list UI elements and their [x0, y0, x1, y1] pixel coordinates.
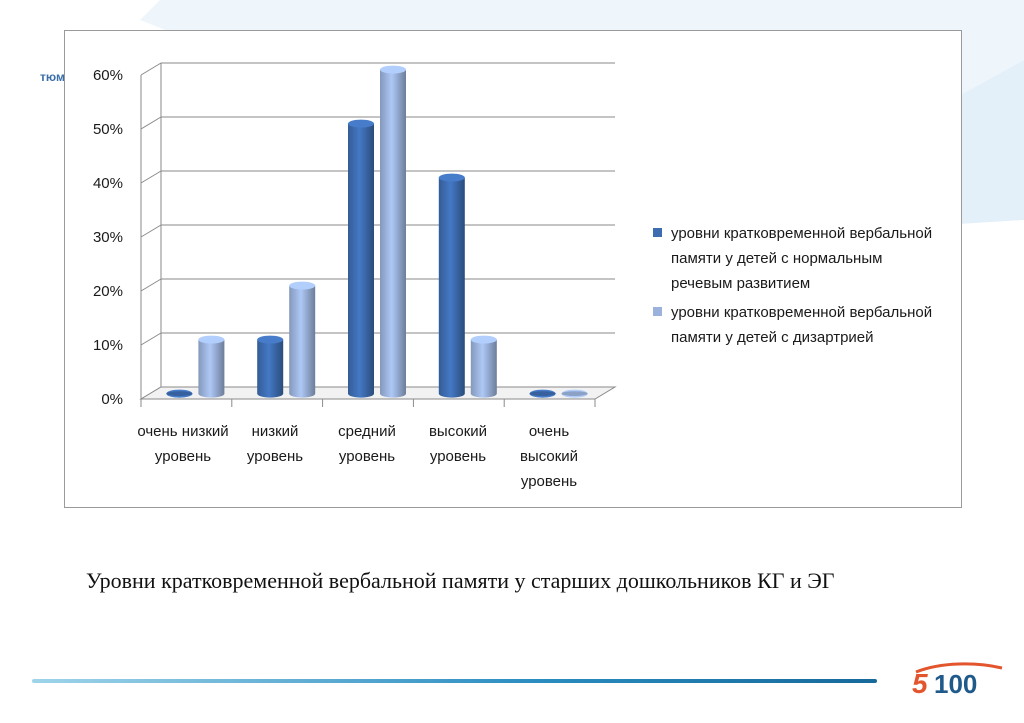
bar-1-0 — [257, 339, 284, 398]
gridline-depth — [140, 332, 162, 346]
gridline-depth — [140, 62, 162, 76]
bar-cap-3-0 — [438, 173, 465, 182]
category-label-4: очень высокий уровень — [519, 423, 579, 490]
bar-zero-4-0 — [529, 391, 556, 396]
category-label-3: высокий уровень — [428, 423, 488, 465]
bar-zero-0-0 — [166, 391, 193, 396]
y-tick-label: 10% — [93, 337, 123, 354]
bar-cap-1-0 — [257, 335, 284, 344]
bar-1-1 — [289, 285, 316, 398]
bar-3-0 — [438, 177, 465, 398]
bar-cap-0-1 — [198, 335, 225, 344]
bar-cap-2-0 — [348, 119, 374, 128]
gridline-depth — [140, 278, 162, 292]
header-text-fragment: тюм — [40, 70, 65, 84]
bar-cap-2-1 — [380, 65, 406, 74]
bar-2-0 — [348, 123, 374, 398]
bar-cap-1-1 — [289, 281, 316, 290]
y-tick-label: 20% — [93, 283, 123, 300]
bar-0-1 — [198, 339, 225, 398]
category-label-0: очень низкий уровень — [137, 423, 229, 465]
y-tick-label: 50% — [93, 121, 123, 138]
y-tick-label: 60% — [93, 67, 123, 84]
legend-item-normal: уровни кратковременной вербальной памяти… — [653, 221, 943, 296]
y-tick-label: 0% — [101, 391, 123, 408]
legend-label-dysarthria: уровни кратковременной вербальной памяти… — [671, 304, 933, 346]
logo-digit-5: 5 — [912, 668, 928, 698]
gridline-depth — [140, 116, 162, 130]
category-label-2: средний уровень — [338, 423, 396, 465]
legend-item-dysarthria: уровни кратковременной вербальной памяти… — [653, 300, 943, 350]
legend-label-normal: уровни кратковременной вербальной памяти… — [671, 225, 933, 292]
y-tick-label: 40% — [93, 175, 123, 192]
bar-cap-3-1 — [470, 335, 497, 344]
chart-legend: уровни кратковременной вербальной памяти… — [653, 221, 943, 354]
footer-divider — [32, 679, 877, 683]
bar-chart: 0% 10% 20% 30% 40% 50% 60% — [93, 62, 617, 408]
y-tick-label: 30% — [93, 229, 123, 246]
chart-frame: 0% 10% 20% 30% 40% 50% 60% очень низкий уровен… — [64, 30, 962, 508]
bar-3-1 — [470, 339, 497, 398]
category-label-1: низкий уровень — [246, 423, 304, 465]
gridline-depth — [140, 224, 162, 238]
legend-swatch-dysarthria — [653, 307, 662, 316]
bar-zero-4-1 — [561, 391, 588, 396]
gridline-depth — [140, 170, 162, 184]
slide-caption: Уровни кратковременной вербальной памяти… — [86, 568, 835, 593]
logo-5100: 5 100 — [912, 662, 1003, 698]
bar-2-1 — [380, 69, 406, 398]
legend-swatch-normal — [653, 228, 662, 237]
logo-number-100: 100 — [934, 669, 977, 698]
